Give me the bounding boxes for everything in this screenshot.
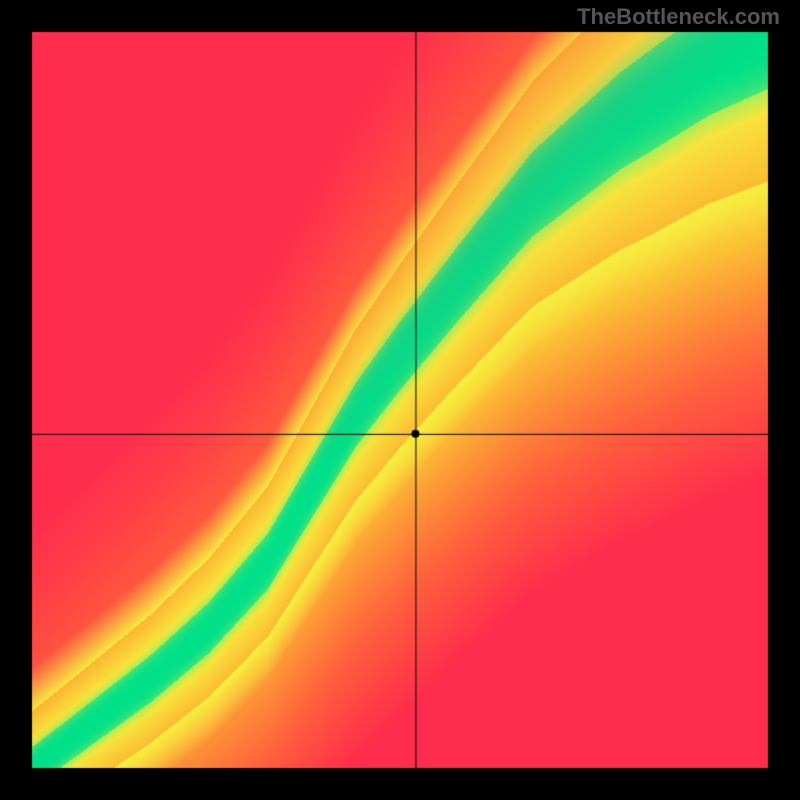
bottleneck-heatmap	[0, 0, 800, 800]
watermark-label: TheBottleneck.com	[577, 4, 780, 30]
